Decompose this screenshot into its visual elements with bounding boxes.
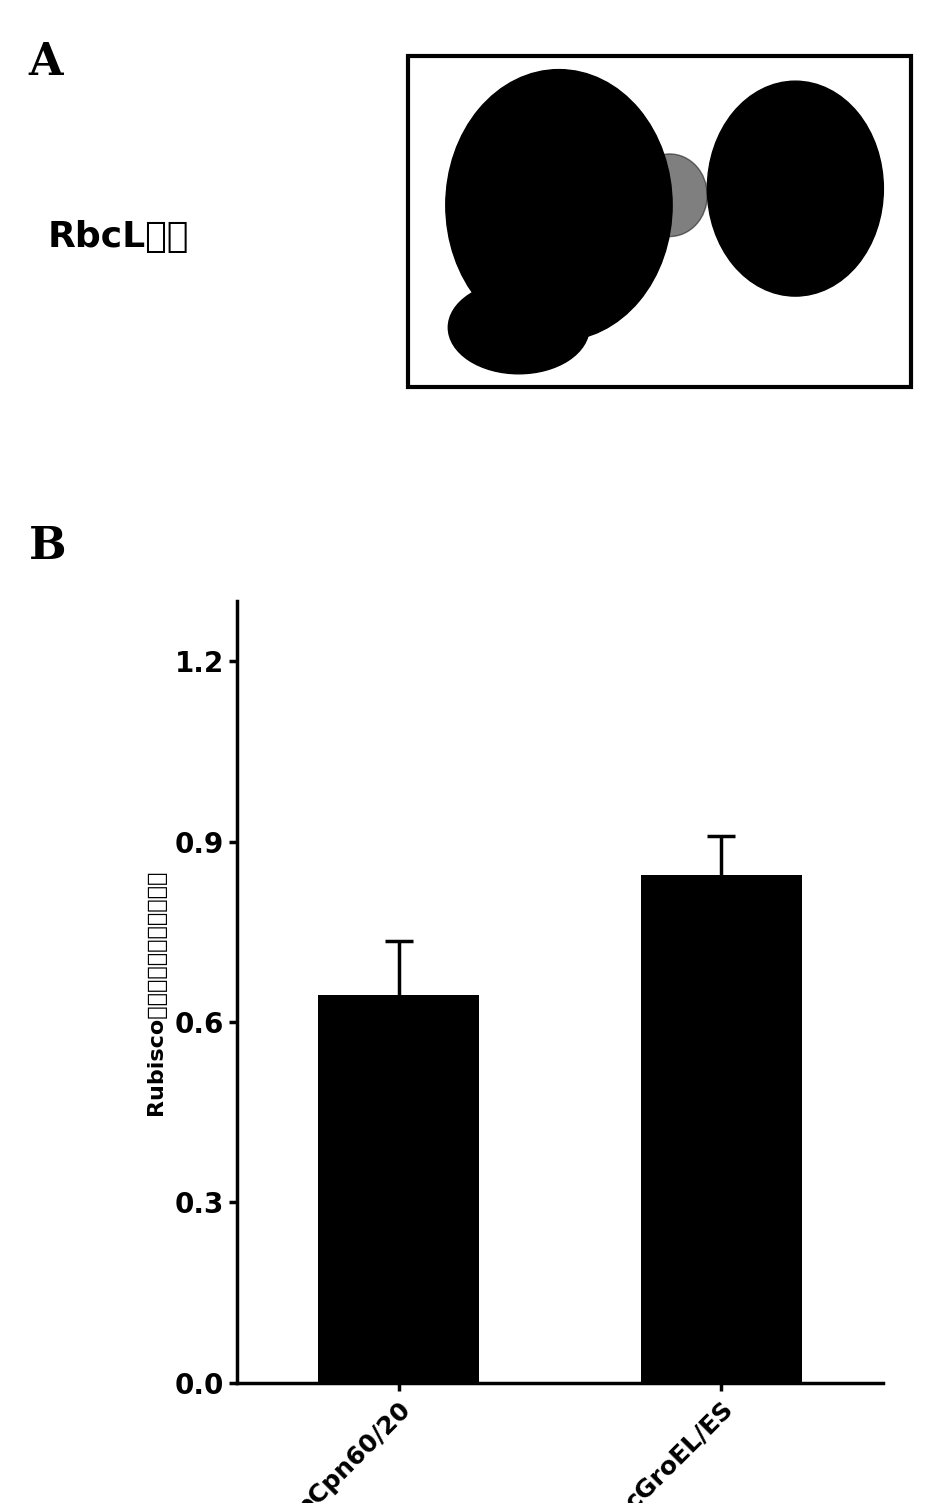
Ellipse shape — [446, 69, 672, 341]
Ellipse shape — [707, 81, 884, 296]
Ellipse shape — [632, 153, 707, 236]
Text: A: A — [28, 41, 63, 84]
Bar — [318, 995, 479, 1383]
Ellipse shape — [448, 281, 589, 374]
Bar — [641, 875, 802, 1383]
Y-axis label: Rubisco固定二氧化碳的相对活性: Rubisco固定二氧化碳的相对活性 — [146, 869, 166, 1115]
Bar — [408, 56, 911, 386]
Text: B: B — [28, 525, 66, 568]
Text: RbcL抗体: RbcL抗体 — [47, 219, 189, 254]
